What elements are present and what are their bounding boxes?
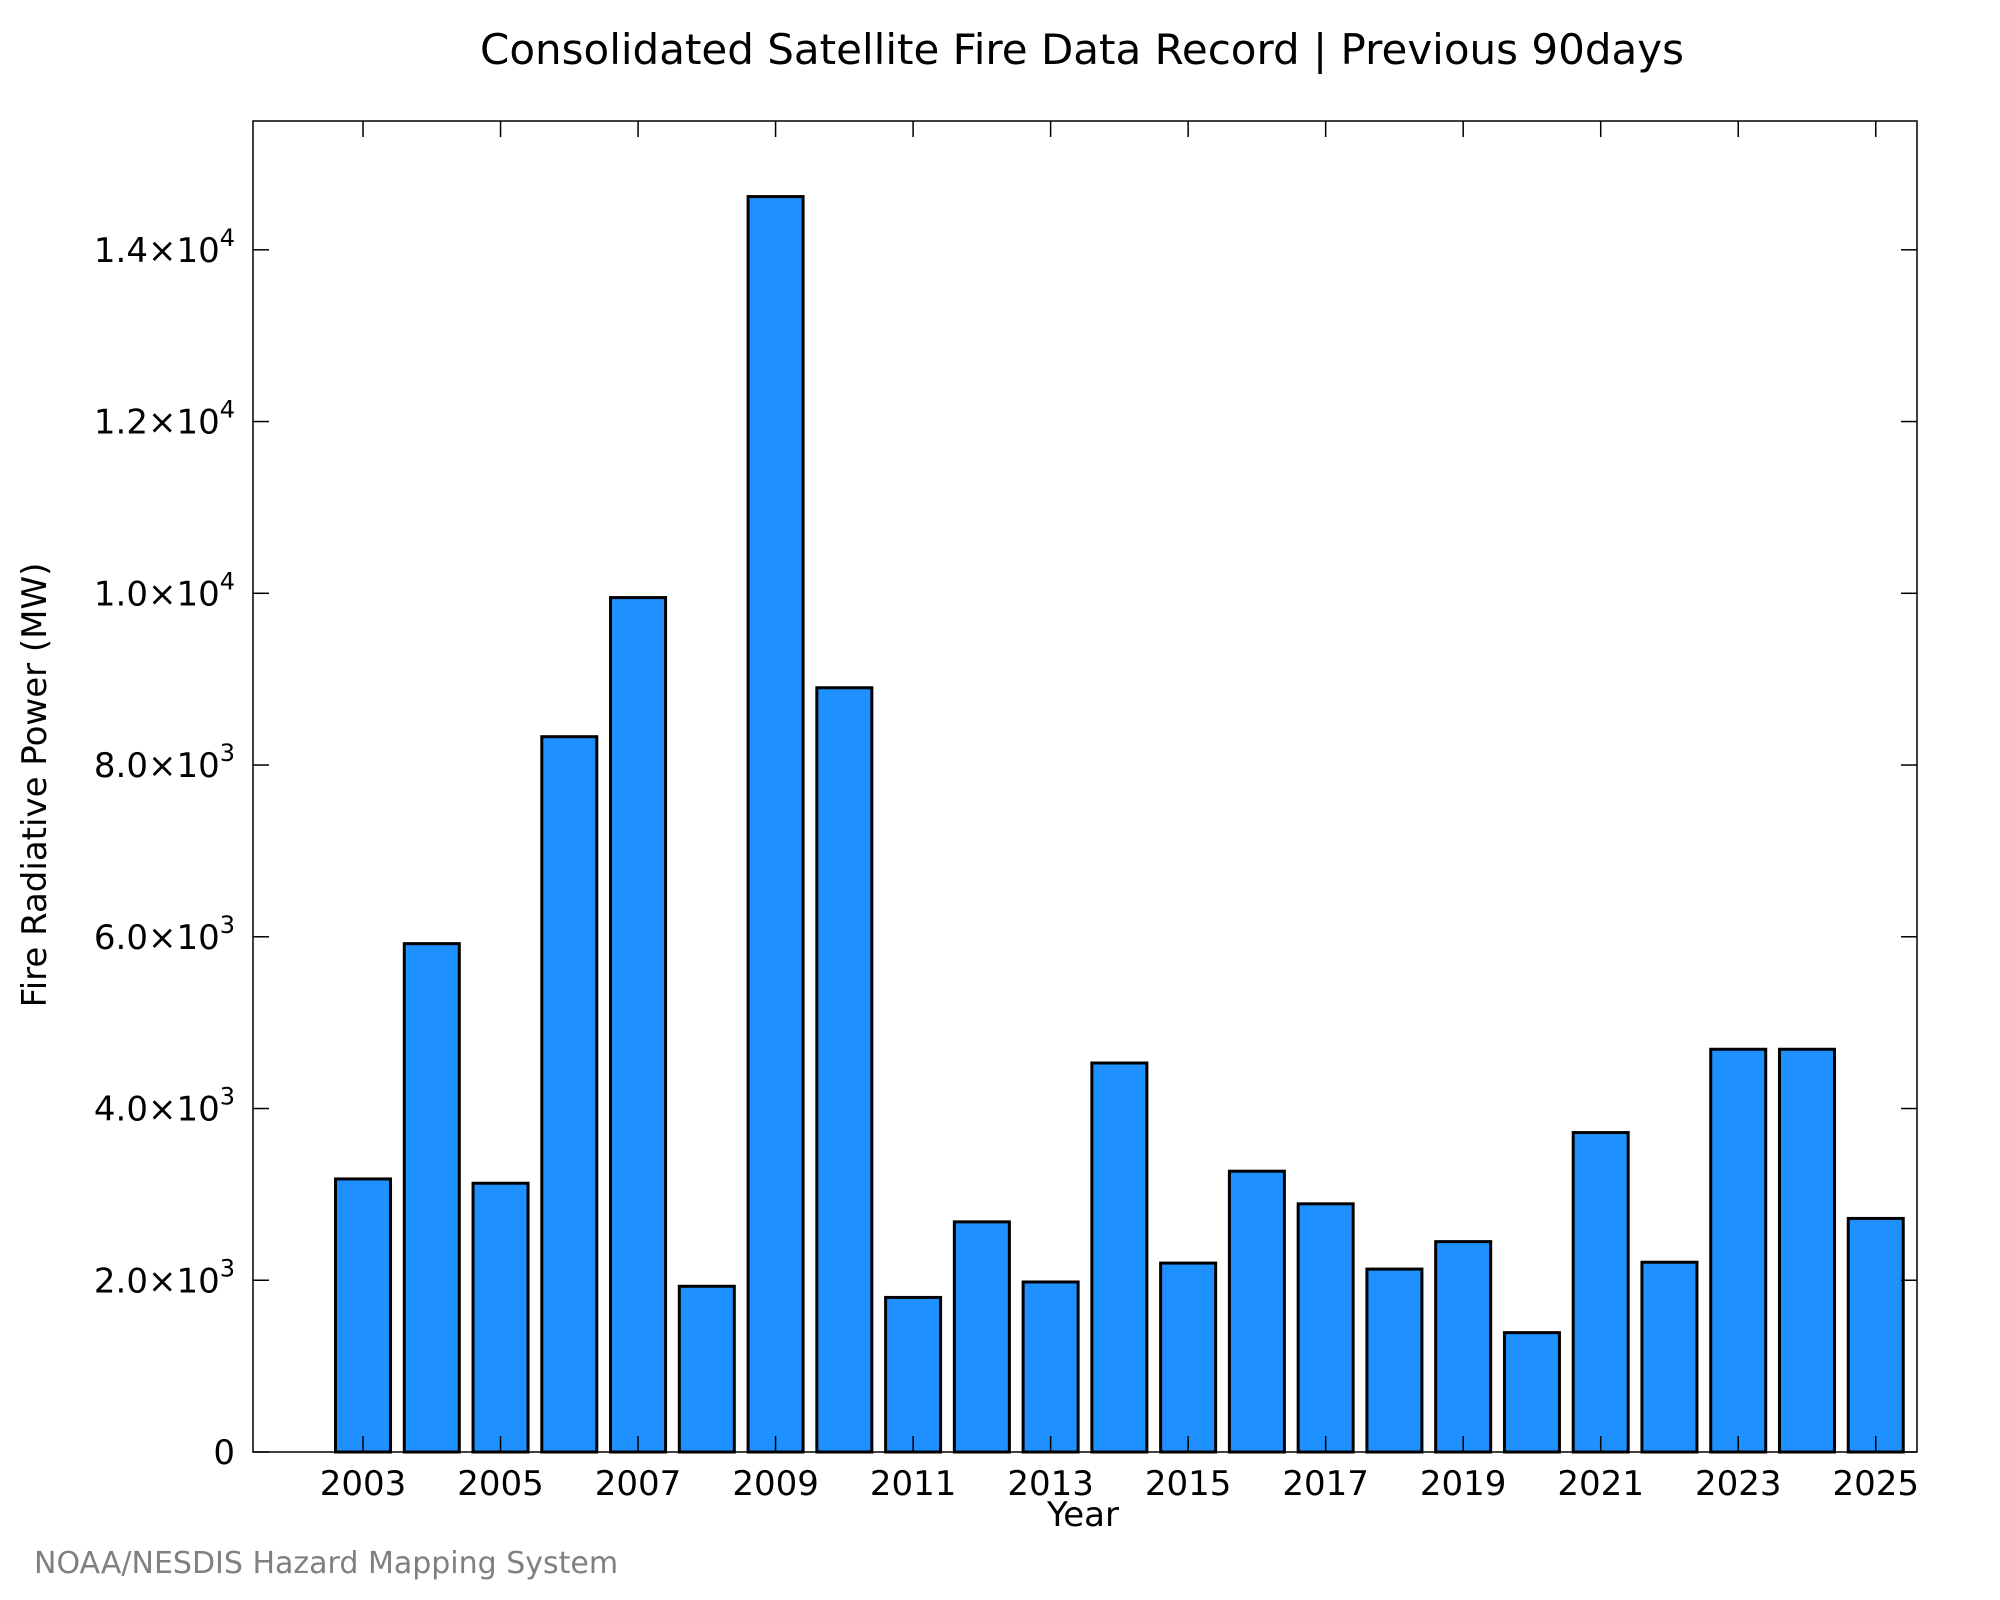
- y-tick-exponent: 3: [220, 1083, 235, 1111]
- bar-2005: [471, 1181, 530, 1454]
- y-axis-label: Fire Radiative Power (MW): [15, 563, 55, 1008]
- x-tick-label: 2009: [732, 1464, 819, 1504]
- y-tick-label: 1.2×104: [94, 396, 235, 443]
- y-tick-exponent: 3: [220, 1254, 235, 1282]
- x-tick-label: 2003: [320, 1464, 407, 1504]
- y-tick-label: 8.0×103: [94, 739, 235, 786]
- y-tick-label: 6.0×103: [94, 911, 235, 958]
- y-tick-exponent: 3: [220, 911, 235, 939]
- bar-2012: [952, 1220, 1011, 1454]
- y-tick-mantissa: 0: [213, 1433, 235, 1473]
- x-tick-label: 2019: [1420, 1464, 1507, 1504]
- x-tick-label: 2017: [1282, 1464, 1369, 1504]
- x-tick-label: 2015: [1145, 1464, 1232, 1504]
- bar-2013: [1021, 1280, 1080, 1454]
- bar-2015: [1159, 1261, 1218, 1454]
- y-tick-label: 4.0×103: [94, 1083, 235, 1130]
- plot-frame: [252, 120, 1918, 1453]
- bar-2020: [1502, 1331, 1561, 1454]
- bar-2004: [402, 942, 461, 1454]
- bar-2008: [677, 1284, 736, 1454]
- x-tick-label: 2021: [1557, 1464, 1644, 1504]
- bar-2009: [746, 195, 805, 1454]
- credit-text: NOAA/NESDIS Hazard Mapping System: [34, 1546, 618, 1581]
- bar-2017: [1296, 1202, 1355, 1454]
- x-axis-label: Year: [1046, 1495, 1119, 1535]
- chart-title: Consolidated Satellite Fire Data Record …: [480, 25, 1684, 74]
- bar-2016: [1227, 1169, 1286, 1454]
- bar-2003: [334, 1177, 393, 1454]
- bar-2006: [540, 735, 599, 1454]
- bar-2014: [1090, 1061, 1149, 1454]
- x-axis-ticks: 2003 2005 2007 2009 2011 2013 2015 2017 2019 2021…: [320, 121, 1919, 1504]
- y-tick-mantissa: 1.4×10: [94, 231, 220, 271]
- bar-2022: [1640, 1260, 1699, 1454]
- bar-2019: [1434, 1240, 1493, 1454]
- bar-2023: [1709, 1047, 1768, 1454]
- y-tick-mantissa: 2.0×10: [94, 1261, 220, 1301]
- bar-2025: [1846, 1216, 1905, 1454]
- x-tick-label: 2023: [1695, 1464, 1782, 1504]
- y-axis-ticks: 02.0×1034.0×1036.0×1038.0×1031.0×1041.2×…: [94, 224, 1917, 1473]
- y-tick-label: 1.4×104: [94, 224, 235, 271]
- x-tick-label: 2011: [870, 1464, 957, 1504]
- bar-2011: [884, 1295, 943, 1454]
- x-tick-label: 2025: [1832, 1464, 1919, 1504]
- x-tick-label: 2005: [457, 1464, 544, 1504]
- y-tick-mantissa: 6.0×10: [94, 918, 220, 958]
- y-tick-mantissa: 8.0×10: [94, 746, 220, 786]
- y-tick-exponent: 4: [220, 567, 235, 595]
- y-tick-exponent: 4: [220, 396, 235, 424]
- y-tick-label: 2.0×103: [94, 1254, 235, 1301]
- y-tick-label: 1.0×104: [94, 567, 235, 614]
- bar-2010: [815, 686, 874, 1454]
- x-tick-label: 2007: [595, 1464, 682, 1504]
- y-tick-exponent: 3: [220, 739, 235, 767]
- bar-2007: [609, 596, 668, 1454]
- y-tick-mantissa: 1.0×10: [94, 574, 220, 614]
- bar-2021: [1571, 1131, 1630, 1454]
- y-tick-exponent: 4: [220, 224, 235, 252]
- y-tick-label: 0: [213, 1433, 235, 1473]
- bars-group: [334, 195, 1905, 1454]
- bar-2024: [1777, 1047, 1836, 1454]
- bar-2018: [1365, 1267, 1424, 1454]
- y-tick-mantissa: 1.2×10: [94, 403, 220, 443]
- y-tick-mantissa: 4.0×10: [94, 1090, 220, 1130]
- x-tick-label: 2013: [1007, 1464, 1094, 1504]
